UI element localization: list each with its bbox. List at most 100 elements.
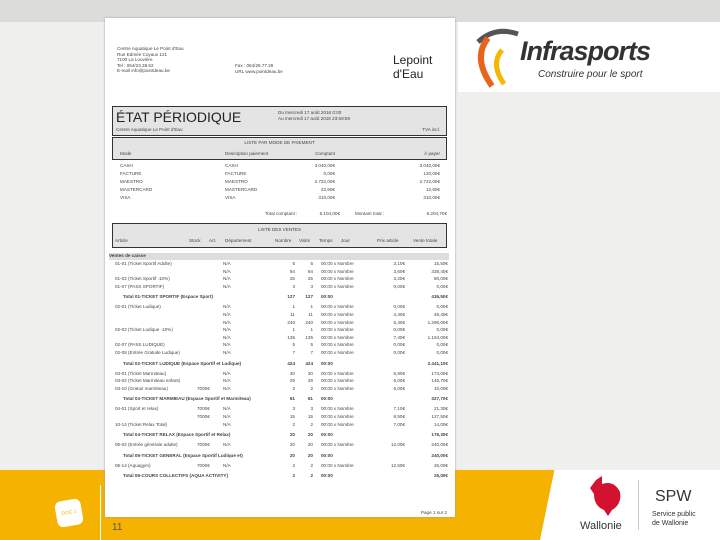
spw-label: SPW bbox=[655, 488, 692, 505]
cell: N/A bbox=[223, 421, 231, 427]
cell: 0,00€ bbox=[393, 304, 406, 310]
cell: 2 bbox=[310, 385, 313, 391]
cell: 5 bbox=[292, 342, 295, 348]
cell: 0,00€ bbox=[393, 350, 406, 355]
url-label: URL bbox=[235, 68, 245, 74]
column-header: Département bbox=[225, 238, 252, 243]
cell: 240 bbox=[305, 319, 313, 325]
cell: 01-02 (Ticket Sportif -10%) bbox=[115, 276, 170, 282]
cell: N/A bbox=[223, 378, 231, 384]
page-footer: Page 1 sur 2 bbox=[420, 510, 447, 515]
sales-title: LISTE DES VENTES bbox=[257, 227, 302, 232]
cell: 127 bbox=[305, 294, 313, 300]
cell: 10-14 (Ticket Relax Total) bbox=[115, 421, 168, 427]
total-label: Total comptant : bbox=[265, 211, 298, 216]
payment-row: MAESTRO MAESTRO 2.722,00€ 2.722,00€ bbox=[105, 179, 455, 186]
sales-header: Article Stock Art. Département Nombre Visits T… bbox=[105, 238, 455, 245]
sales-total-row: Total 02-TICKET LUDIQUE (Espace Sportif … bbox=[105, 361, 455, 368]
cell: Total 06-COURS COLLECTIFS (AQUA ACTIVITY… bbox=[123, 473, 228, 479]
cell: 310,00€ bbox=[423, 195, 440, 200]
sales-row: 02-08 (Entrée Gratuite Ludique) N/A 7 7 00:0… bbox=[105, 350, 455, 357]
sales-total-row: Total 06-COURS COLLECTIFS (AQUA ACTIVITY… bbox=[105, 473, 455, 480]
cell: 0,00€ bbox=[436, 350, 449, 355]
cell: 25,00€ bbox=[433, 473, 448, 479]
cell: 03-02 (Ticket Marmiteau enfant) bbox=[115, 378, 181, 384]
cell: 1.164,00€ bbox=[427, 334, 448, 340]
cell: 145,70€ bbox=[431, 378, 448, 384]
cell: 00:00 x Nombre bbox=[321, 283, 354, 289]
sales-row: 02-01 (Ticket Ludique) N/A 1 1 00:00 x Nombr… bbox=[105, 304, 455, 311]
sales-total-row: Total 03-TICKET MARMIEAU (Espace Sportif… bbox=[105, 396, 455, 403]
logo-panel: Infrasports Construire pour le sport bbox=[458, 22, 720, 92]
cell: 0,00€ bbox=[393, 283, 406, 289]
cell: 7000€ bbox=[197, 442, 210, 448]
column-header: Stock bbox=[189, 238, 201, 243]
cell: 7000€ bbox=[197, 385, 210, 391]
sales-row: N/A 240 240 00:00 x Nombre 5,40€ 1.296,00€ bbox=[105, 320, 455, 327]
sales-row: 01-07 (PASS SPORTIF) N/A 3 3 00:00 x Nombre 0… bbox=[105, 284, 455, 291]
cell: 5,00€ bbox=[393, 385, 406, 391]
cell: 00:00 x Nombre bbox=[321, 378, 354, 384]
url: www.pointdeau.be bbox=[245, 68, 283, 74]
cell: 1 bbox=[310, 327, 313, 333]
cell: 00:00 x Nombre bbox=[321, 327, 354, 333]
cell: 12,60€ bbox=[425, 187, 440, 192]
cell: 1 bbox=[310, 304, 313, 310]
wallonie-label: Wallonie bbox=[580, 520, 622, 532]
cell: 0,00€ bbox=[436, 304, 449, 310]
cell: 00:00 x Nombre bbox=[321, 414, 354, 419]
sales-row: 04-01 (Sport et relax) 7000€ N/A 3 3 00:00 x … bbox=[105, 406, 455, 413]
cell: 436,50€ bbox=[431, 294, 448, 300]
cell: CASH bbox=[120, 163, 133, 168]
cell: 0,00€ bbox=[393, 342, 406, 348]
column-header: Jour bbox=[341, 238, 350, 243]
cell: 2 bbox=[292, 473, 295, 479]
cell: Total 03-TICKET MARMIEAU (Espace Sportif… bbox=[123, 396, 251, 402]
cell: 25 bbox=[307, 276, 313, 282]
cell: 00:00 x Nombre bbox=[321, 276, 354, 282]
cell: 7000€ bbox=[197, 406, 210, 412]
sales-row: N/A 135 135 00:00 x Nombre 7,40€ 1.164,00€ bbox=[105, 335, 455, 342]
cell: N/A bbox=[223, 327, 231, 333]
payment-row: FACTURE FACTURE 0,00€ 120,00€ bbox=[105, 171, 455, 178]
cell: 5,00€ bbox=[393, 378, 406, 384]
sales-row: 03-02 (Ticket Marmiteau enfant) N/A 29 29 00… bbox=[105, 378, 455, 385]
column-header: Mode bbox=[120, 151, 132, 156]
cell: 5,40€ bbox=[393, 319, 406, 325]
cell: 2.441,10€ bbox=[427, 360, 448, 366]
doc-badge: DOC 1 bbox=[53, 497, 85, 529]
column-header: Visits bbox=[299, 238, 310, 243]
cell: 15,50€ bbox=[433, 261, 448, 266]
cell: 21,30€ bbox=[433, 406, 448, 412]
cell: 327,70€ bbox=[431, 396, 448, 402]
cell: N/A bbox=[223, 319, 231, 325]
report-title: ÉTAT PÉRIODIQUE bbox=[116, 109, 242, 125]
cell: 00:00 x Nombre bbox=[321, 319, 354, 325]
sales-row: 05-02 (Entrée générale adulte) 7000€ N/A 20… bbox=[105, 442, 455, 449]
cell: 11 bbox=[308, 312, 313, 317]
payment-row: VISA VISA 310,00€ 310,00€ bbox=[105, 195, 455, 202]
sales-total-row: Total 01-TICKET SPORTIF (Espace Sport) 12… bbox=[105, 294, 455, 301]
cell: 00:00 x Nombre bbox=[321, 385, 354, 391]
cell: N/A bbox=[223, 334, 231, 340]
column-header: Temps bbox=[319, 238, 333, 243]
cell: 00:00 bbox=[321, 473, 333, 479]
cell: 7,40€ bbox=[393, 334, 406, 340]
cell: N/A bbox=[223, 462, 231, 468]
cell: 30 bbox=[289, 370, 295, 376]
cell: 00:00 bbox=[321, 452, 333, 458]
cell: N/A bbox=[223, 261, 231, 266]
spw-sub2: de Wallonie bbox=[652, 520, 689, 527]
cell: 00:00 x Nombre bbox=[321, 261, 354, 266]
cell: FACTURE bbox=[225, 171, 247, 176]
spw-sub1: Service public bbox=[652, 511, 696, 518]
cell: 5 bbox=[310, 342, 313, 348]
address-line: 7100 La Louvière bbox=[117, 57, 153, 63]
infrasports-name: Infrasports bbox=[520, 36, 651, 66]
cell: 5 bbox=[292, 261, 295, 266]
cell: 61 bbox=[289, 396, 295, 402]
cell: 29 bbox=[307, 378, 313, 384]
brand-logo: Lepoint d'Eau bbox=[393, 53, 433, 81]
cell: N/A bbox=[223, 442, 231, 448]
column-header: À payer bbox=[424, 151, 440, 156]
